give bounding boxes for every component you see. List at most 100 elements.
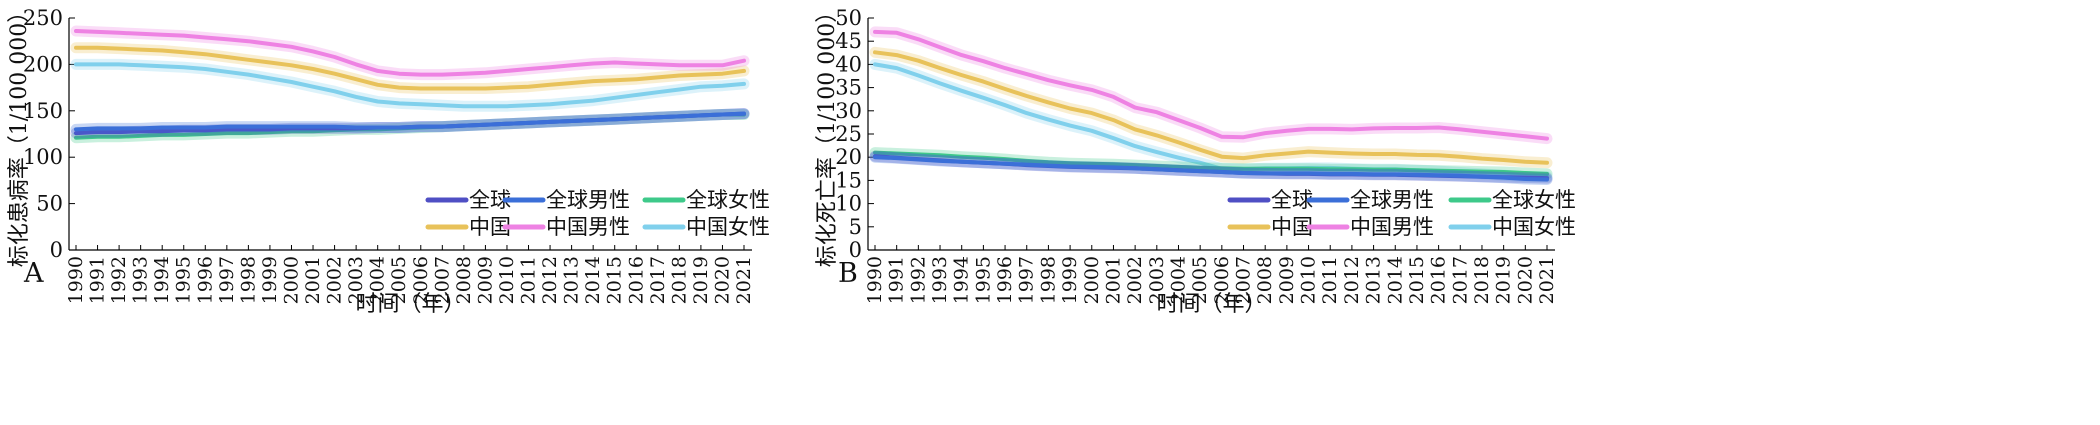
x-tick-label: 2015	[1406, 256, 1428, 304]
legend-label: 全球男性	[1350, 188, 1434, 212]
series-band	[869, 46, 1553, 169]
x-tick-label: 2007	[431, 256, 453, 304]
x-tick-label: 2017	[647, 256, 669, 304]
x-tick-label: 2020	[1514, 256, 1536, 304]
x-tick-label: 2001	[302, 256, 324, 304]
series-line	[74, 62, 746, 109]
x-tick-label: 2003	[345, 256, 367, 304]
x-tick-label: 1991	[87, 256, 109, 304]
y-tick-label: 5	[849, 215, 862, 239]
x-tick-label: 2010	[1298, 256, 1320, 304]
x-tick-label: 1993	[130, 256, 152, 304]
legend-item: 中国女性	[642, 215, 770, 239]
legend-item: 中国女性	[1448, 215, 1576, 239]
x-tick-label: 2011	[518, 256, 540, 304]
series-line	[873, 29, 1549, 141]
y-tick-label: 15	[835, 168, 862, 192]
x-tick-label: 2006	[410, 256, 432, 304]
legend-item: 中国	[425, 215, 511, 239]
legend-item: 中国男性	[1306, 215, 1434, 239]
x-tick-label: 2008	[453, 256, 475, 304]
x-tick-label: 1999	[1059, 256, 1081, 304]
y-tick-label: 0	[50, 238, 63, 262]
y-tick-label: 150	[23, 99, 63, 123]
y-tick-label: 25	[835, 122, 862, 146]
x-tick-label: 2019	[1493, 256, 1515, 304]
legend-item: 中国男性	[502, 215, 630, 239]
panel-label: A	[23, 258, 44, 289]
panel-label: B	[838, 258, 858, 289]
x-tick-label: 1990	[65, 256, 87, 304]
legend-label: 全球女性	[686, 188, 770, 212]
series-2	[70, 108, 750, 135]
x-tick-label: 1996	[194, 256, 216, 304]
series-line	[873, 155, 1549, 182]
x-tick-label: 2009	[474, 256, 496, 304]
series-line	[873, 50, 1549, 165]
x-tick-label: 2003	[1146, 256, 1168, 304]
legend-label: 全球	[1271, 188, 1313, 212]
y-axis-title: 标化患病率（1/100 000）	[7, 1, 32, 267]
series-5	[70, 25, 750, 81]
legend-item: 全球男性	[502, 188, 630, 212]
y-tick-label: 100	[23, 145, 63, 169]
x-tick-label: 1998	[1037, 256, 1059, 304]
x-tick-label: 2002	[324, 256, 346, 304]
y-tick-label: 20	[835, 145, 862, 169]
x-tick-label: 2012	[539, 256, 561, 304]
y-tick-label: 0	[849, 238, 862, 262]
legend-label: 全球女性	[1492, 188, 1576, 212]
x-tick-label: 1996	[994, 256, 1016, 304]
y-tick-label: 30	[835, 99, 862, 123]
x-tick-label: 2021	[1536, 256, 1558, 304]
y-tick-label: 45	[835, 29, 862, 53]
x-tick-label: 2021	[733, 256, 755, 304]
series-line	[873, 150, 1549, 176]
legend-label: 中国女性	[686, 215, 770, 239]
x-tick-label: 2013	[1363, 256, 1385, 304]
x-tick-label: 2020	[711, 256, 733, 304]
legend-item: 全球	[1227, 188, 1313, 212]
x-tick-label: 1998	[237, 256, 259, 304]
x-tick-label: 2009	[1276, 256, 1298, 304]
legend-item: 全球女性	[642, 188, 770, 212]
series-4	[70, 42, 750, 94]
x-tick-label: 2006	[1211, 256, 1233, 304]
y-tick-label: 35	[835, 76, 862, 100]
x-tick-label: 1997	[1016, 256, 1038, 304]
x-axis-title: 时间（年）	[1156, 292, 1266, 317]
series-line	[74, 45, 746, 91]
y-tick-label: 10	[835, 192, 862, 216]
x-tick-label: 2004	[367, 256, 389, 304]
x-tick-label: 1997	[216, 256, 238, 304]
series-3	[869, 147, 1553, 180]
x-tick-label: 2011	[1319, 256, 1341, 304]
x-tick-label: 1995	[972, 256, 994, 304]
legend-item: 全球女性	[1448, 188, 1576, 212]
series-6	[70, 58, 750, 112]
x-tick-label: 2014	[582, 256, 604, 304]
legend-label: 中国男性	[1350, 215, 1434, 239]
x-tick-label: 2000	[280, 256, 302, 304]
y-tick-label: 250	[23, 6, 63, 30]
x-tick-label: 1999	[259, 256, 281, 304]
x-tick-label: 1992	[108, 256, 130, 304]
x-tick-label: 2017	[1449, 256, 1471, 304]
series-line	[74, 111, 746, 132]
x-tick-label: 2014	[1384, 256, 1406, 304]
legend-label: 中国女性	[1492, 215, 1576, 239]
x-tick-label: 1994	[151, 256, 173, 304]
legend-item: 中国	[1227, 215, 1313, 239]
legend-label: 中国男性	[546, 215, 630, 239]
legend-item: 全球	[425, 188, 511, 212]
series-band	[869, 26, 1553, 145]
legend-label: 全球男性	[546, 188, 630, 212]
x-tick-label: 1995	[173, 256, 195, 304]
x-tick-label: 2004	[1167, 256, 1189, 304]
x-tick-label: 2015	[604, 256, 626, 304]
y-tick-label: 40	[835, 52, 862, 76]
